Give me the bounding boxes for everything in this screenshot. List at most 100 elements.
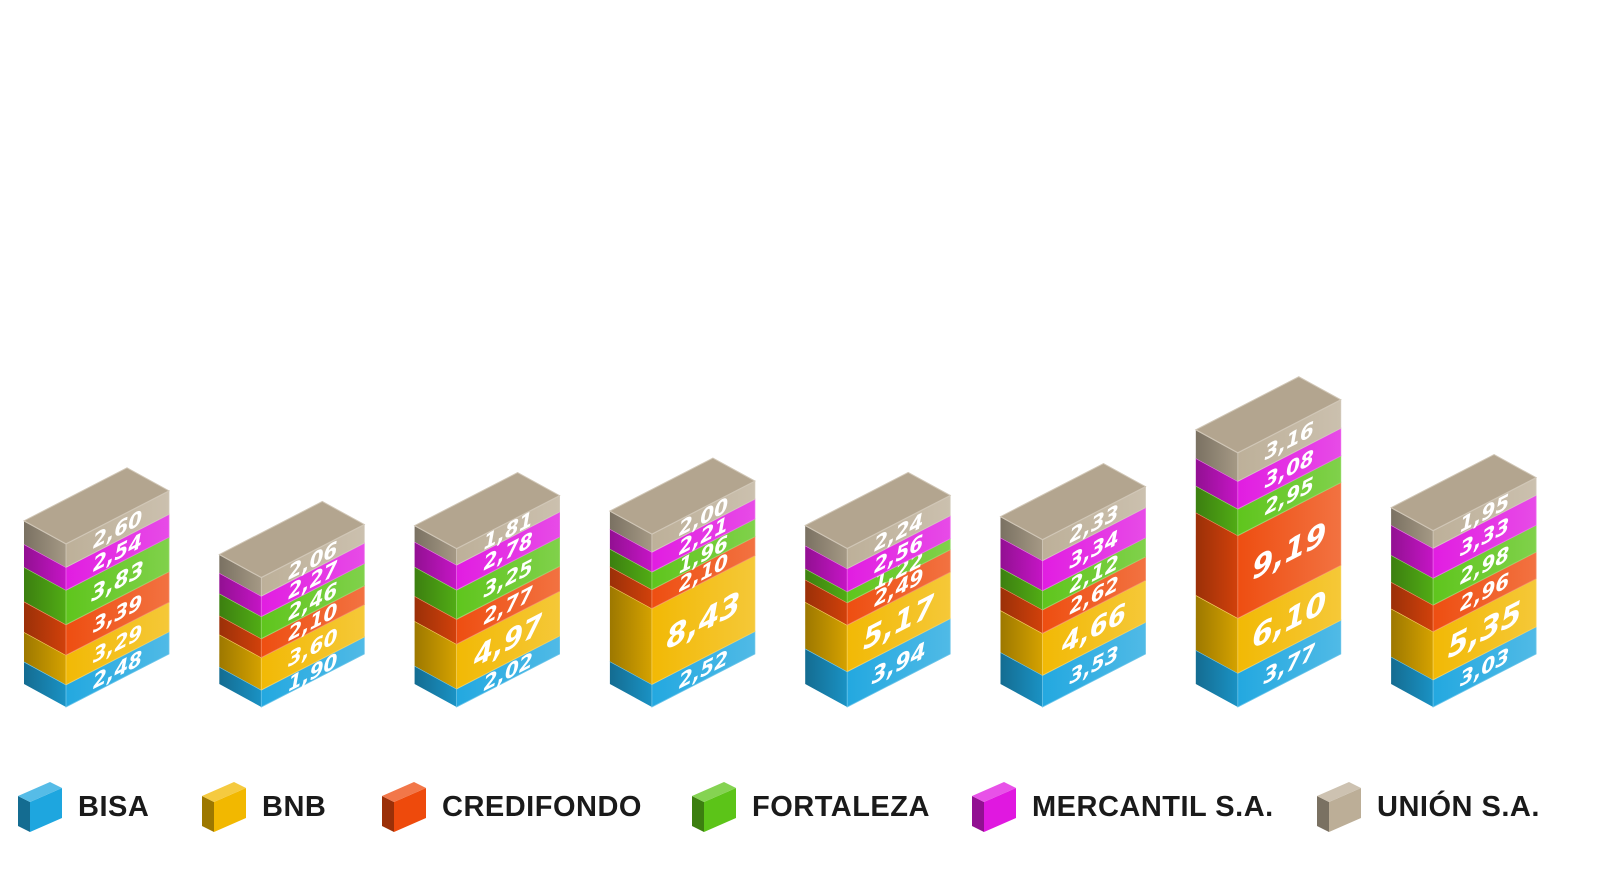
legend-swatch-fortaleza xyxy=(692,782,736,832)
bar-segment-union-s-a-1-left xyxy=(24,520,66,568)
swatch-top-face xyxy=(692,782,736,802)
legend-label-mercantil: MERCANTIL S.A. xyxy=(1032,790,1274,823)
bar-segment-bnb-6-left xyxy=(1000,610,1043,676)
bar-column-1: 2,483,293,393,832,542,60 xyxy=(22,467,171,708)
bar-segment-bisa-3-left xyxy=(414,665,457,707)
bar-segment-mercantil-s-a-2-left xyxy=(219,573,262,617)
swatch-left-face xyxy=(972,796,984,832)
swatch-right-face xyxy=(214,788,246,832)
bar-column-2: 1,903,602,102,462,272,06 xyxy=(218,500,366,708)
legend-item-union: UNIÓN S.A. xyxy=(1315,776,1540,838)
legend-label-fortaleza: FORTALEZA xyxy=(752,790,930,823)
swatch-right-face xyxy=(30,788,62,832)
bar-segment-credifondo-2-left xyxy=(219,615,262,658)
bar-segment-mercantil-s-a-7-left xyxy=(1195,458,1238,509)
legend-swatch-bisa xyxy=(18,782,62,832)
bar-segment-bisa-4-left xyxy=(609,661,652,707)
bar-segment-union-s-a-5-left xyxy=(805,525,848,569)
bar-segment-bisa-8-left xyxy=(1391,656,1434,707)
bars-layer: 2,483,293,393,832,542,60 1,903,602,102,46… xyxy=(22,376,1538,708)
swatch-left-face xyxy=(18,796,30,832)
legend-item-credifondo: CREDIFONDO xyxy=(380,776,642,838)
bar-segment-bnb-3-left xyxy=(414,621,457,689)
legend-item-bisa: BISA xyxy=(16,776,149,838)
bar-top-face-3 xyxy=(413,472,561,550)
bar-column-8: 3,035,352,962,983,331,95 xyxy=(1390,454,1538,708)
stacked-bar-chart: 2,483,293,393,832,542,60 1,903,602,102,46… xyxy=(22,376,1538,708)
bar-column-6: 3,534,662,622,123,342,33 xyxy=(999,463,1147,708)
bar-top-face-2 xyxy=(218,500,366,579)
legend-label-credifondo: CREDIFONDO xyxy=(442,790,642,823)
bar-segment-mercantil-s-a-4-left xyxy=(609,529,652,572)
bar-segment-mercantil-s-a-6-left xyxy=(1000,537,1043,591)
bar-segment-mercantil-s-a-1-left xyxy=(24,544,66,591)
legend-swatch-bnb xyxy=(202,782,246,832)
bar-segment-union-s-a-6-left xyxy=(1000,516,1043,561)
bar-segment-fortaleza-7-left xyxy=(1195,485,1238,536)
bar-top-face-4 xyxy=(608,457,756,535)
swatch-right-face xyxy=(704,788,736,832)
bar-segment-credifondo-7-left xyxy=(1195,512,1238,619)
bar-segment-union-s-a-2-left xyxy=(219,554,262,597)
bar-segment-credifondo-3-left xyxy=(414,596,457,645)
swatch-top-face xyxy=(18,782,62,802)
bar-segment-credifondo-1-left xyxy=(24,601,66,656)
bar-column-3: 2,024,972,773,252,781,81 xyxy=(413,472,561,708)
legend-item-mercantil: MERCANTIL S.A. xyxy=(970,776,1274,838)
bar-column-4: 2,528,432,101,962,212,00 xyxy=(608,457,756,708)
legend-label-bisa: BISA xyxy=(78,790,150,823)
swatch-left-face xyxy=(382,796,394,832)
bar-top-face-6 xyxy=(999,463,1147,541)
swatch-left-face xyxy=(1317,796,1329,832)
bar-segment-fortaleza-5-left xyxy=(805,568,848,603)
bar-segment-mercantil-s-a-5-left xyxy=(805,545,848,592)
bar-segment-mercantil-s-a-8-left xyxy=(1391,525,1434,579)
bar-segment-mercantil-s-a-3-left xyxy=(414,541,457,590)
bar-top-face-1 xyxy=(22,467,171,545)
bar-segment-fortaleza-8-left xyxy=(1391,555,1434,605)
bar-segment-union-s-a-7-left xyxy=(1195,429,1238,482)
bar-top-face-8 xyxy=(1390,454,1538,532)
bar-segment-fortaleza-4-left xyxy=(609,548,652,590)
swatch-left-face xyxy=(692,796,704,832)
legend-item-fortaleza: FORTALEZA xyxy=(690,776,930,838)
swatch-top-face xyxy=(382,782,426,802)
legend-label-union: UNIÓN S.A. xyxy=(1377,790,1540,823)
swatch-left-face xyxy=(202,796,214,832)
swatch-top-face xyxy=(1317,782,1361,802)
bar-column-5: 3,945,172,491,222,562,24 xyxy=(804,471,952,708)
bar-segment-fortaleza-1-left xyxy=(24,567,66,625)
bar-segment-credifondo-8-left xyxy=(1391,581,1434,632)
bar-segment-union-s-a-4-left xyxy=(609,511,652,553)
swatch-top-face xyxy=(202,782,246,802)
bar-segment-bisa-1-left xyxy=(24,661,66,707)
legend-swatch-mercantil xyxy=(972,782,1016,832)
bar-top-face-5 xyxy=(804,471,952,549)
bar-segment-credifondo-4-left xyxy=(609,566,652,609)
swatch-right-face xyxy=(394,788,426,832)
legend-swatch-union xyxy=(1317,782,1361,832)
bar-segment-fortaleza-2-left xyxy=(219,593,262,639)
legend: BISA BNB CREDIFONDO FORTALEZA MERCANTIL … xyxy=(0,776,1614,846)
bar-segment-credifondo-6-left xyxy=(1000,586,1043,634)
bar-segment-credifondo-5-left xyxy=(805,579,848,626)
bar-segment-fortaleza-6-left xyxy=(1000,567,1043,610)
bar-segment-bnb-4-left xyxy=(609,585,652,685)
bar-segment-bisa-5-left xyxy=(805,648,848,707)
swatch-top-face xyxy=(972,782,1016,802)
bar-segment-bisa-7-left xyxy=(1195,650,1238,707)
swatch-right-face xyxy=(984,788,1016,832)
bar-segment-bisa-6-left xyxy=(1000,652,1043,707)
bar-segment-bnb-1-left xyxy=(24,632,66,685)
bar-segment-bisa-2-left xyxy=(219,666,262,707)
bar-segment-bnb-2-left xyxy=(219,634,262,690)
bar-segment-union-s-a-8-left xyxy=(1391,507,1434,549)
bar-segment-fortaleza-3-left xyxy=(414,566,457,620)
legend-label-bnb: BNB xyxy=(262,790,327,823)
bar-column-7: 3,776,109,192,953,083,16 xyxy=(1194,376,1342,708)
legend-swatch-credifondo xyxy=(382,782,426,832)
bar-top-face-7 xyxy=(1194,376,1342,454)
bar-segment-bnb-7-left xyxy=(1195,595,1238,674)
swatch-right-face xyxy=(1329,788,1361,832)
legend-item-bnb: BNB xyxy=(200,776,326,838)
